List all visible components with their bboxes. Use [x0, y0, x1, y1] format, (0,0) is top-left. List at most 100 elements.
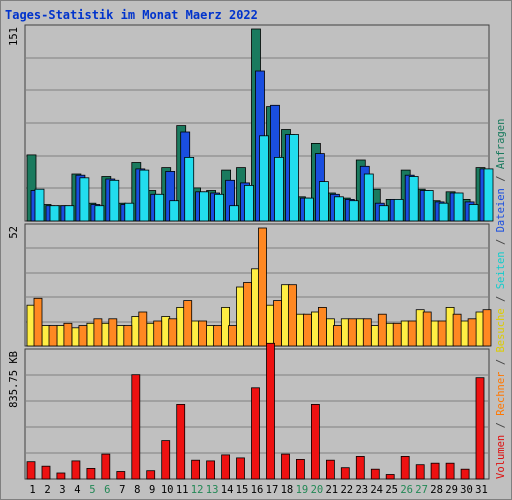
bar-volumen-27 — [415, 464, 425, 480]
bar-rechner-20 — [317, 306, 327, 347]
bar-volumen-5 — [86, 467, 96, 480]
bar-rechner-18 — [288, 284, 297, 347]
bar-volumen-12 — [191, 459, 201, 480]
x-tick-label-19: 19 — [296, 484, 309, 496]
x-tick-label-8: 8 — [134, 484, 140, 496]
right-legend-part-3: / — [495, 353, 507, 372]
x-tick-label-28: 28 — [430, 484, 443, 496]
bar-rechner-25 — [392, 322, 402, 347]
bar-volumen-18 — [281, 453, 290, 480]
bar-volumen-14 — [221, 454, 231, 480]
bar-seiten-28 — [438, 202, 449, 222]
x-tick-label-13: 13 — [206, 484, 219, 496]
bar-volumen-19 — [295, 458, 305, 480]
bar-seiten-3 — [64, 205, 75, 222]
bar-rechner-30 — [467, 318, 477, 347]
bar-seiten-22 — [348, 200, 359, 222]
bar-seiten-10 — [169, 200, 180, 222]
bar-seiten-15 — [244, 184, 254, 222]
bar-volumen-29 — [445, 462, 455, 480]
x-tick-label-1: 1 — [29, 484, 35, 496]
bar-volumen-8 — [131, 374, 141, 480]
right-legend-part-10: Anfragen — [495, 119, 507, 170]
x-tick-label-27: 27 — [415, 484, 428, 496]
x-tick-label-12: 12 — [191, 484, 204, 496]
bar-seiten-23 — [363, 173, 374, 222]
right-legend: Volumen / Rechner / Besuche / Seiten / D… — [495, 119, 507, 479]
x-tick-label-18: 18 — [281, 484, 294, 496]
x-tick-label-25: 25 — [385, 484, 398, 496]
right-legend-part-4: Besuche — [495, 308, 507, 352]
chart-title: Tages-Statistik im Monat Maerz 2022 — [5, 8, 258, 22]
panel-bottom-ymax-label: 835.75 KB — [8, 351, 20, 408]
bar-seiten-13 — [214, 193, 225, 222]
bar-seiten-27 — [423, 190, 434, 222]
bar-volumen-21 — [325, 459, 335, 480]
right-legend-part-0: Volumen — [495, 435, 507, 479]
bar-rechner-27 — [422, 311, 432, 347]
bar-rechner-9 — [153, 320, 163, 347]
panel-middle-ymax-label: 52 — [8, 226, 20, 239]
bar-rechner-22 — [347, 318, 357, 347]
bar-volumen-17 — [266, 342, 275, 480]
right-legend-part-5: / — [495, 289, 507, 308]
x-tick-label-23: 23 — [355, 484, 368, 496]
bar-volumen-23 — [355, 455, 365, 480]
right-legend-part-6: Seiten — [495, 251, 507, 289]
bar-rechner-15 — [243, 282, 252, 347]
right-legend-part-2: Rechner — [495, 372, 507, 416]
bar-seiten-9 — [154, 193, 165, 222]
x-tick-label-30: 30 — [460, 484, 473, 496]
bar-seiten-6 — [109, 179, 120, 222]
bar-volumen-24 — [370, 468, 380, 480]
bar-seiten-25 — [393, 198, 404, 222]
bar-seiten-14 — [229, 205, 240, 222]
bar-rechner-28 — [437, 320, 447, 347]
bar-volumen-15 — [236, 457, 245, 480]
bar-volumen-16 — [251, 387, 260, 480]
bar-rechner-11 — [183, 300, 193, 347]
bar-seiten-11 — [184, 156, 195, 222]
x-tick-label-15: 15 — [236, 484, 249, 496]
bar-volumen-11 — [176, 403, 186, 480]
bar-volumen-4 — [71, 460, 81, 480]
bar-rechner-26 — [407, 320, 417, 347]
x-tick-label-4: 4 — [74, 484, 80, 496]
bar-seiten-12 — [199, 191, 210, 222]
right-legend-part-9: / — [495, 169, 507, 188]
bar-seiten-29 — [453, 192, 464, 222]
bar-rechner-1 — [33, 297, 43, 347]
bar-seiten-8 — [139, 169, 150, 222]
bar-volumen-1 — [26, 461, 36, 480]
bar-volumen-30 — [460, 468, 470, 480]
panel-top-ymax-label: 151 — [8, 27, 20, 46]
x-tick-label-20: 20 — [311, 484, 324, 496]
bar-rechner-3 — [63, 322, 73, 347]
bar-volumen-2 — [41, 465, 51, 480]
bar-seiten-21 — [333, 196, 344, 222]
bar-seiten-31 — [483, 168, 494, 222]
bar-seiten-4 — [79, 177, 90, 222]
bar-rechner-12 — [198, 320, 208, 347]
bar-volumen-13 — [206, 460, 216, 480]
bar-seiten-2 — [49, 205, 60, 222]
bar-rechner-6 — [108, 318, 118, 347]
bar-volumen-20 — [310, 403, 320, 480]
bar-rechner-16 — [258, 227, 267, 347]
bar-rechner-5 — [93, 318, 103, 347]
bar-volumen-25 — [385, 474, 395, 480]
bar-volumen-3 — [56, 472, 66, 480]
x-tick-label-3: 3 — [59, 484, 65, 496]
bar-rechner-14 — [228, 325, 238, 347]
bar-rechner-19 — [302, 313, 312, 347]
bar-seiten-1 — [34, 188, 45, 222]
bar-volumen-7 — [116, 471, 126, 480]
x-tick-label-10: 10 — [161, 484, 174, 496]
bar-rechner-21 — [332, 325, 342, 347]
bar-seiten-7 — [124, 202, 135, 222]
x-tick-label-7: 7 — [119, 484, 125, 496]
bar-seiten-18 — [289, 134, 299, 222]
x-tick-label-16: 16 — [251, 484, 264, 496]
x-tick-label-6: 6 — [104, 484, 110, 496]
